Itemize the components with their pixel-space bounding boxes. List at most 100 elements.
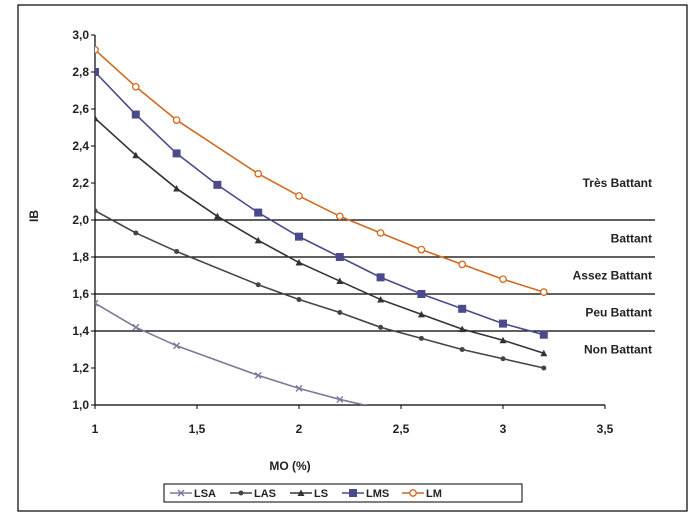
series-line <box>95 117 545 354</box>
y-tick-label: 3,0 <box>72 28 89 42</box>
data-point <box>458 325 466 333</box>
data-point <box>417 245 426 254</box>
data-point <box>95 45 99 54</box>
data-point <box>499 336 507 344</box>
data-point <box>337 310 343 315</box>
data-point <box>131 110 140 119</box>
data-point <box>254 169 263 178</box>
data-point <box>376 229 385 237</box>
data-point <box>95 68 99 76</box>
series-ls <box>95 114 548 357</box>
y-axis-title: IB <box>27 210 41 222</box>
data-point <box>335 212 344 221</box>
data-point <box>499 275 507 284</box>
data-point <box>173 185 181 192</box>
legend-item: LM <box>402 488 442 500</box>
data-point <box>539 288 548 296</box>
y-tick-label: 1,4 <box>72 324 89 338</box>
data-point <box>500 356 506 362</box>
data-point <box>133 230 139 236</box>
zone-label: Non Battant <box>584 343 652 357</box>
data-point <box>417 290 426 298</box>
data-point <box>95 114 99 122</box>
legend-label: LM <box>426 488 442 500</box>
data-point <box>213 180 222 189</box>
legend-item: LMS <box>342 488 389 500</box>
data-point <box>95 299 99 307</box>
data-point <box>254 371 262 379</box>
data-point <box>297 489 305 496</box>
legend-label: LSA <box>194 488 216 500</box>
data-point <box>132 323 140 331</box>
data-point <box>177 489 185 497</box>
data-point <box>378 324 384 330</box>
data-point <box>417 310 425 318</box>
data-point <box>132 151 140 159</box>
series-las <box>95 208 547 371</box>
data-point <box>418 335 424 341</box>
series-lms <box>95 68 548 339</box>
data-point <box>336 277 344 285</box>
data-point <box>376 273 385 282</box>
data-point <box>295 384 303 392</box>
data-point <box>131 82 140 91</box>
x-tick-label: 2 <box>296 422 303 436</box>
data-point <box>541 365 547 371</box>
data-point <box>213 212 221 220</box>
x-tick-label: 1 <box>92 422 99 436</box>
data-point <box>172 116 181 124</box>
data-point <box>409 489 417 497</box>
data-point <box>458 260 467 269</box>
y-tick-label: 1,8 <box>72 250 89 264</box>
data-point <box>377 296 385 303</box>
y-tick-label: 1,6 <box>72 287 89 301</box>
data-point <box>255 282 261 288</box>
data-point <box>295 232 303 241</box>
zone-label: Très Battant <box>583 176 652 190</box>
y-tick-label: 2,6 <box>72 102 89 116</box>
y-tick-label: 2,2 <box>72 176 89 190</box>
data-point <box>296 297 302 303</box>
legend-label: LAS <box>254 488 276 500</box>
zone-label: Battant <box>611 232 652 246</box>
series-lsa <box>95 299 368 405</box>
x-tick-label: 1,5 <box>189 422 206 436</box>
x-tick-label: 3,5 <box>597 422 614 436</box>
data-point <box>349 489 357 497</box>
y-tick-label: 2,0 <box>72 213 89 227</box>
x-axis-title: MO (%) <box>269 459 310 473</box>
legend-item: LAS <box>230 488 276 500</box>
legend: LSA LAS LS LMS LM <box>163 483 523 503</box>
data-point <box>172 149 181 158</box>
zone-label: Peu Battant <box>585 306 652 320</box>
data-point <box>458 304 467 313</box>
data-point <box>499 319 507 328</box>
x-tick-label: 2,5 <box>393 422 410 436</box>
data-point <box>173 342 181 350</box>
data-point <box>238 490 244 496</box>
y-tick-label: 1,0 <box>72 398 89 412</box>
data-point <box>174 248 180 254</box>
data-point <box>539 330 548 339</box>
plot-area: 1,0 1,2 1,4 1,6 1,8 2,0 2,2 2,4 2,6 2,8 3,0 1 1,5 2 2,… <box>72 28 655 436</box>
y-tick-label: 2,4 <box>72 139 89 153</box>
data-point <box>254 208 263 217</box>
series-lm <box>95 45 548 296</box>
zone-label: Assez Battant <box>573 269 652 283</box>
outer-frame <box>17 4 688 512</box>
data-point <box>295 259 303 266</box>
data-point <box>459 347 465 352</box>
legend-label: LMS <box>366 488 389 500</box>
data-point <box>540 349 548 357</box>
y-tick-label: 2,8 <box>72 65 89 79</box>
legend-label: LS <box>314 488 328 500</box>
data-point <box>335 253 344 261</box>
data-point <box>254 236 262 244</box>
y-tick-label: 1,2 <box>72 361 89 375</box>
data-point <box>295 192 303 200</box>
legend-item: LS <box>290 488 328 500</box>
data-point <box>336 395 344 403</box>
data-point <box>95 208 98 214</box>
series-line <box>95 71 545 336</box>
